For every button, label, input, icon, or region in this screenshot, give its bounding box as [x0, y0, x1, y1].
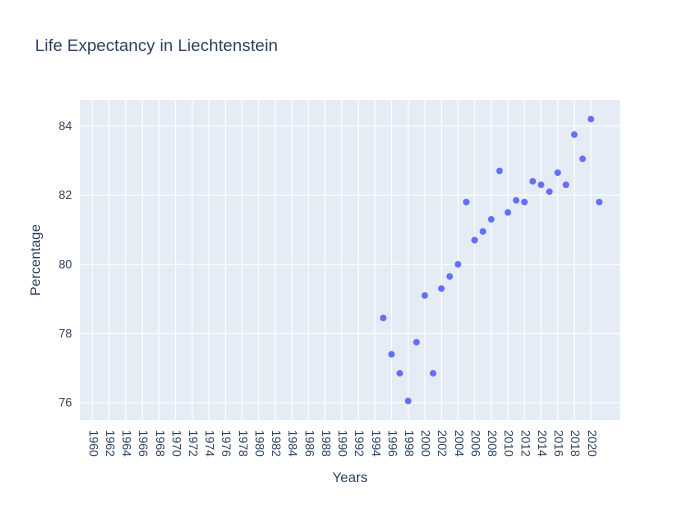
scatter-points — [379, 115, 603, 405]
x-axis-title: Years — [332, 469, 367, 485]
data-point[interactable] — [571, 131, 578, 138]
x-tick-label: 1982 — [269, 430, 283, 457]
data-point[interactable] — [546, 188, 553, 195]
x-tick-label: 1992 — [352, 430, 366, 457]
x-tick-label: 1988 — [319, 430, 333, 457]
x-tick-label: 2018 — [568, 430, 582, 457]
x-tick-label: 1984 — [286, 430, 300, 457]
x-tick-label: 2020 — [585, 430, 599, 457]
x-tick-label: 1996 — [385, 430, 399, 457]
y-tick-label: 78 — [59, 327, 73, 341]
x-tick-label: 2014 — [535, 430, 549, 457]
x-tick-label: 1990 — [336, 430, 350, 457]
x-tick-label: 2004 — [452, 430, 466, 457]
x-gridlines — [91, 100, 592, 420]
x-tick-label: 1964 — [120, 430, 134, 457]
data-point[interactable] — [512, 197, 520, 204]
x-tick-label: 2006 — [468, 430, 482, 457]
data-point[interactable] — [471, 236, 478, 244]
data-point[interactable] — [529, 177, 537, 185]
y-tick-label: 84 — [59, 119, 73, 133]
y-tick-label: 80 — [59, 257, 73, 271]
data-point[interactable] — [595, 198, 603, 206]
data-point[interactable] — [487, 216, 495, 223]
y-tick-label: 76 — [59, 396, 73, 410]
x-tick-label: 1998 — [402, 430, 416, 457]
data-point[interactable] — [479, 228, 487, 235]
data-point[interactable] — [379, 314, 387, 322]
data-point[interactable] — [504, 209, 512, 216]
x-tick-label: 1994 — [369, 430, 383, 457]
data-point[interactable] — [454, 261, 462, 268]
data-point[interactable] — [429, 369, 437, 377]
x-tick-label: 2000 — [419, 430, 433, 457]
data-point[interactable] — [388, 350, 395, 358]
data-point[interactable] — [413, 338, 420, 346]
x-tick-label: 1976 — [219, 430, 233, 457]
x-tick-label: 1972 — [186, 430, 200, 457]
data-point[interactable] — [404, 397, 412, 405]
x-tick-labels: 1960 1962 1964 1966 1968 1970 1972 1974 1976 1978… — [86, 430, 598, 457]
plot-area — [80, 100, 620, 420]
data-point[interactable] — [562, 181, 570, 189]
x-tick-label: 2012 — [518, 430, 532, 457]
x-tick-label: 1980 — [252, 430, 266, 457]
x-tick-label: 1986 — [302, 430, 316, 457]
data-point[interactable] — [463, 198, 470, 206]
x-tick-label: 2016 — [552, 430, 566, 457]
x-tick-label: 2002 — [435, 430, 449, 457]
x-tick-label: 1960 — [86, 430, 100, 457]
data-point[interactable] — [496, 167, 503, 175]
data-point[interactable] — [521, 198, 528, 206]
data-point[interactable] — [396, 369, 404, 377]
y-gridlines — [80, 125, 620, 404]
x-tick-label: 2010 — [502, 430, 516, 457]
data-point[interactable] — [537, 181, 545, 189]
data-point[interactable] — [421, 292, 429, 299]
x-tick-label: 1968 — [153, 430, 167, 457]
x-tick-label: 1966 — [136, 430, 150, 457]
y-tick-labels: 76 78 80 82 84 — [59, 119, 73, 410]
y-axis-title: Percentage — [27, 224, 43, 296]
x-tick-label: 2008 — [485, 430, 499, 457]
chart-title: Life Expectancy in Liechtenstein — [35, 36, 278, 55]
x-tick-label: 1962 — [103, 430, 117, 457]
data-point[interactable] — [438, 285, 445, 292]
x-tick-label: 1978 — [236, 430, 250, 457]
y-tick-label: 82 — [59, 188, 73, 202]
data-point[interactable] — [579, 155, 586, 163]
x-tick-label: 1974 — [203, 430, 217, 457]
x-tick-label: 1970 — [169, 430, 183, 457]
data-point[interactable] — [446, 273, 453, 280]
data-point[interactable] — [587, 115, 595, 123]
data-point[interactable] — [554, 169, 561, 176]
